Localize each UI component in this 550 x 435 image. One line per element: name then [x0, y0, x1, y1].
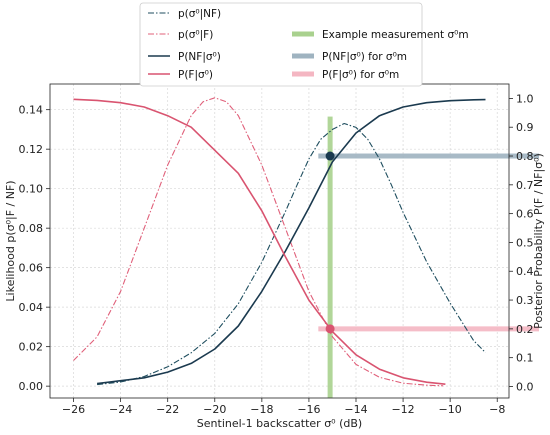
legend-box [139, 2, 423, 87]
nf-probability-marker [325, 151, 335, 161]
legend-label-3: P(F|σ⁰) [178, 69, 213, 81]
x-axis-label: Sentinel-1 backscatter σ⁰ (dB) [197, 417, 362, 430]
x-tick-label: −26 [62, 403, 85, 416]
series-line-2 [97, 98, 486, 385]
legend-label-4: Example measurement σ⁰m [322, 29, 469, 41]
legend-label-5: P(NF|σ⁰) for σ⁰m [322, 51, 407, 63]
grid [50, 84, 509, 398]
y-right-tick-label: 0.7 [516, 179, 534, 192]
legend-label-6: P(F|σ⁰) for σ⁰m [322, 69, 399, 81]
legend-label-0: p(σ⁰|NF) [178, 8, 221, 20]
y-right-tick-label: 0.9 [516, 121, 534, 134]
x-tick-label: −20 [203, 403, 226, 416]
y-left-tick-label: 0.12 [19, 143, 44, 156]
x-tick-label: −10 [439, 403, 462, 416]
y-left-tick-label: 0.10 [19, 183, 44, 196]
legend-label-2: P(NF|σ⁰) [178, 51, 221, 63]
y-right-tick-label: 0.4 [516, 265, 534, 278]
y-left-tick-label: 0.04 [19, 301, 44, 314]
y-right-tick-label: 0.3 [516, 294, 534, 307]
x-tick-label: −14 [344, 403, 367, 416]
nf-probability-band [318, 153, 539, 159]
f-probability-marker [325, 324, 335, 334]
y-right-tick-label: 1.0 [516, 92, 534, 105]
y-left-tick-label: 0.08 [19, 222, 44, 235]
plot-frame [49, 83, 510, 399]
legend-label-1: p(σ⁰|F) [178, 29, 213, 41]
x-tick-label: −24 [109, 403, 132, 416]
y-right-tick-label: 0.5 [516, 236, 534, 249]
y-right-tick-label: 0.1 [516, 352, 534, 365]
y-left-tick-label: 0.00 [19, 380, 44, 393]
x-tick-label: −22 [156, 403, 179, 416]
x-tick-label: −8 [489, 403, 505, 416]
y-left-tick-label: 0.02 [19, 341, 44, 354]
legend: p(σ⁰|NF) p(σ⁰|F) P(NF|σ⁰) P(F|σ⁰) Example me… [139, 2, 469, 87]
series-line-1 [73, 97, 444, 387]
y-right-axis-label: Posterior Probability P(F / NF|σ⁰) [532, 153, 545, 329]
y-left-tick-label: 0.14 [19, 104, 44, 117]
y-left-tick-label: 0.06 [19, 262, 44, 275]
y-right-tick-label: 0.8 [516, 150, 534, 163]
y-right-tick-label: 0.0 [516, 380, 534, 393]
series-line-3 [73, 98, 446, 385]
f-probability-band [318, 326, 539, 332]
x-tick-label: −18 [250, 403, 273, 416]
y-right-tick-label: 0.6 [516, 208, 534, 221]
measurement-band [327, 116, 333, 399]
x-tick-label: −12 [391, 403, 414, 416]
x-tick-label: −16 [297, 403, 320, 416]
y-right-tick-label: 0.2 [516, 323, 534, 336]
series-line-0 [97, 122, 486, 386]
y-left-axis-label: Likelihood p(σ⁰|F / NF) [4, 180, 17, 301]
